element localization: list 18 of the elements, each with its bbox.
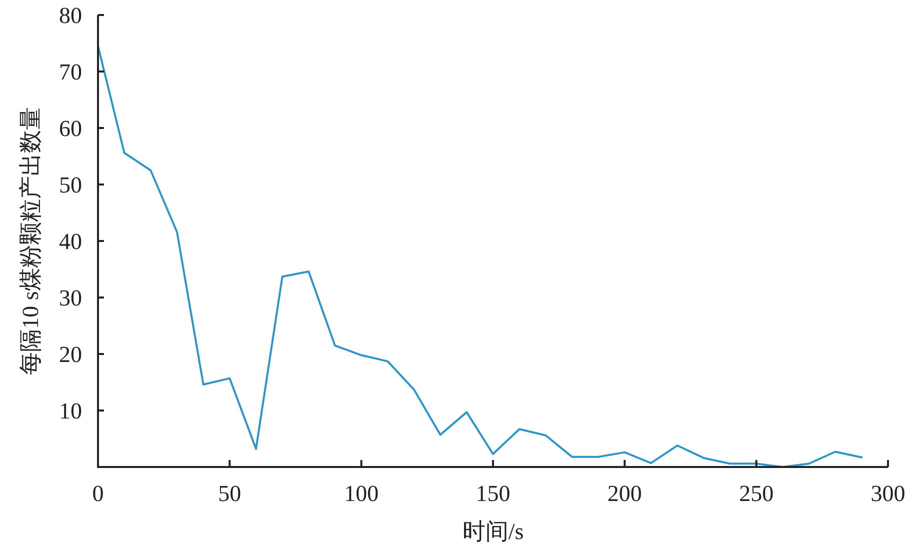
y-tick-label: 60: [59, 116, 82, 142]
y-tick-label: 10: [59, 398, 82, 424]
y-tick-label: 50: [59, 172, 82, 198]
line-series: [97, 45, 863, 468]
y-axis-title: 每隔10 s煤粉颗粒产出数量: [18, 107, 44, 375]
x-tick-label: 100: [344, 481, 379, 506]
x-tick-label: 0: [92, 481, 104, 506]
y-tick-label: 30: [59, 286, 82, 311]
x-tick-label: 50: [218, 481, 242, 506]
y-tick-label: 70: [59, 60, 82, 85]
x-tick-label: 300: [870, 481, 906, 506]
y-tick-label: 80: [59, 3, 82, 28]
y-tick-label: 20: [59, 342, 82, 368]
x-tick-label: 150: [476, 481, 510, 506]
x-tick-label: 200: [607, 481, 642, 506]
y-tick-label: 40: [59, 229, 82, 254]
x-axis-title: 时间/s: [462, 519, 524, 544]
x-tick-label: 250: [739, 481, 774, 506]
